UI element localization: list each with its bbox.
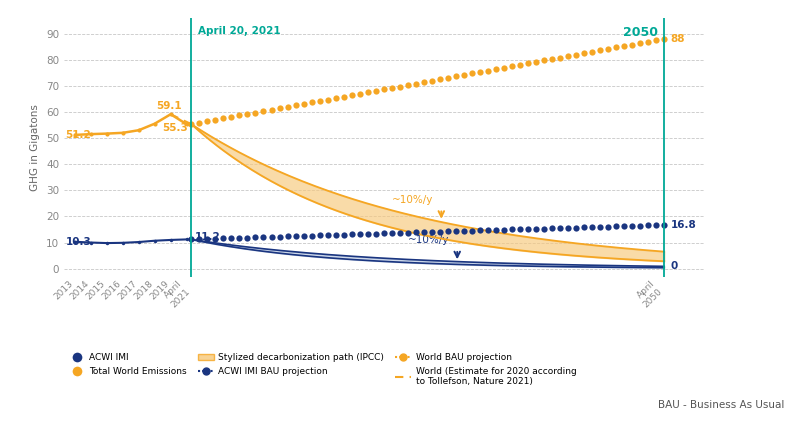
Text: 88: 88 bbox=[670, 34, 685, 44]
Legend: ACWI IMI, Total World Emissions, Stylized decarbonization path (IPCC), ACWI IMI : ACWI IMI, Total World Emissions, Stylize… bbox=[69, 354, 577, 386]
Text: 11.2: 11.2 bbox=[194, 232, 220, 242]
Text: ~10%/y: ~10%/y bbox=[408, 235, 450, 245]
Text: 55.3: 55.3 bbox=[162, 124, 188, 133]
Text: 59.1: 59.1 bbox=[156, 101, 182, 111]
Text: 16.8: 16.8 bbox=[670, 220, 696, 230]
Y-axis label: GHG in Gigatons: GHG in Gigatons bbox=[30, 104, 41, 190]
Text: 51.2: 51.2 bbox=[66, 130, 91, 140]
Text: 0: 0 bbox=[670, 261, 678, 271]
Text: 2050: 2050 bbox=[623, 26, 658, 39]
Text: April 20, 2021: April 20, 2021 bbox=[198, 26, 280, 36]
Text: 10.3: 10.3 bbox=[66, 237, 91, 247]
Text: ~10%/y: ~10%/y bbox=[392, 194, 434, 205]
Text: BAU - Business As Usual: BAU - Business As Usual bbox=[658, 401, 784, 410]
